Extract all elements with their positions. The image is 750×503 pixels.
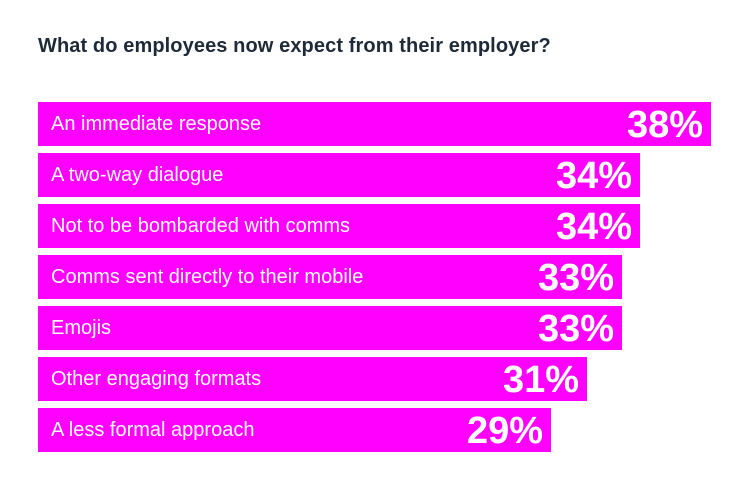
bar-value-label: 34% [555, 155, 632, 197]
bar-label: An immediate response [51, 113, 262, 135]
bar-value-label: 31% [502, 359, 579, 401]
bar-value-label: 38% [626, 104, 703, 146]
bar-label: Comms sent directly to their mobile [51, 266, 364, 288]
bar-value-label: 33% [537, 257, 614, 299]
chart-title: What do employees now expect from their … [38, 35, 551, 57]
bar-value-label: 34% [555, 206, 632, 248]
bar-label: Emojis [51, 317, 112, 339]
bar: A less formal approach 29% [38, 408, 551, 452]
bar-label: Other engaging formats [51, 368, 262, 390]
bar-value-label: 29% [466, 410, 543, 452]
bar-label: Not to be bombarded with comms [51, 215, 351, 237]
bar-value-label: 33% [537, 308, 614, 350]
bar: Emojis 33% [38, 306, 622, 350]
bar: An immediate response 38% [38, 102, 711, 146]
bar: Other engaging formats 31% [38, 357, 587, 401]
bar: Comms sent directly to their mobile 33% [38, 255, 622, 299]
bar: A two-way dialogue 34% [38, 153, 640, 197]
bar-label: A two-way dialogue [51, 164, 224, 186]
bar: Not to be bombarded with comms 34% [38, 204, 640, 248]
bar-label: A less formal approach [51, 419, 255, 441]
